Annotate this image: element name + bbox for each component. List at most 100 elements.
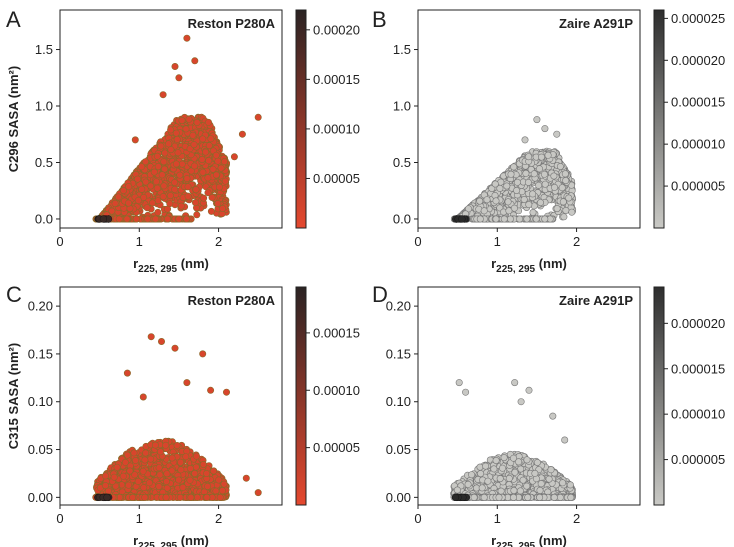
axes-frame [417,9,641,229]
data-point [113,463,121,471]
data-point [193,452,201,460]
data-point [199,460,207,468]
data-point [171,344,179,352]
x-tick-label: 2 [215,511,222,526]
data-point [523,215,531,223]
data-point [513,187,521,195]
data-point [138,163,146,171]
data-point [183,34,191,42]
data-point [156,471,164,479]
data-point [159,91,167,99]
data-point [529,190,537,198]
data-point [157,448,165,456]
data-point [110,473,118,481]
colorbar-tick-label: 0.000025 [671,11,725,26]
data-point [129,493,137,501]
data-point [212,171,220,179]
x-tick-label: 0 [56,511,63,526]
data-point [147,182,155,190]
data-point [561,170,569,178]
data-point [183,379,191,387]
data-point [492,197,500,205]
data-point [520,196,528,204]
data-point [130,449,138,457]
scatter-points [450,379,576,502]
data-point [198,156,206,164]
data-point [162,493,170,501]
colorbar-tick-label: 0.000005 [671,179,725,194]
data-point [535,165,543,173]
data-point [131,136,139,144]
data-point [134,196,142,204]
data-point [158,171,166,179]
y-tick-label: 0.0 [35,211,53,226]
data-point [183,175,191,183]
data-point [216,493,224,501]
data-point [111,199,119,207]
x-axis-label: r225, 295 (nm) [133,533,209,547]
data-point [544,151,552,159]
data-point [553,205,561,213]
data-point [215,183,223,191]
data-point [200,194,208,202]
x-axis-label: r225, 295 (nm) [491,256,567,275]
data-point [177,466,185,474]
data-point [161,149,169,157]
data-point [214,157,222,165]
data-point [215,476,223,484]
colorbar-tick-label: 0.000010 [671,137,725,152]
y-tick-label: 0.0 [393,211,411,226]
data-point [219,205,227,213]
data-point [238,130,246,138]
x-tick-label: 0 [56,234,63,249]
data-point [147,455,155,463]
data-point [510,163,518,171]
data-point [559,198,567,206]
data-point [204,174,212,182]
data-point [193,119,201,127]
data-point [184,192,192,200]
data-point [142,449,150,457]
data-point [155,482,163,490]
data-point [521,136,529,144]
data-point [172,160,180,168]
data-point [175,74,183,82]
data-point [536,199,544,207]
data-point [151,441,159,449]
x-tick-label: 0 [414,234,421,249]
colorbar-tick-label: 0.00015 [313,72,360,87]
data-point [496,184,504,192]
data-point [186,464,194,472]
data-point [207,207,215,215]
data-point [208,194,216,202]
data-point [131,471,139,479]
data-point [492,215,500,223]
data-point [154,208,162,216]
data-point [214,200,222,208]
data-point [242,474,250,482]
colorbar-tick-label: 0.00005 [313,440,360,455]
data-point [504,198,512,206]
data-point [175,215,183,223]
data-point [102,482,110,490]
colorbar-tick-label: 0.00010 [313,121,360,136]
data-point [145,479,153,487]
data-point [126,467,134,475]
data-point [102,472,110,480]
colorbar-tick-label: 0.00015 [313,325,360,340]
data-point [139,393,147,401]
data-point [108,207,116,215]
data-point [203,493,211,501]
scatter-points [92,333,262,502]
data-point [112,482,120,490]
data-point [153,152,161,160]
data-point [163,478,171,486]
data-point [141,158,149,166]
data-point [219,487,227,495]
data-point [537,153,545,161]
x-tick-label: 1 [494,234,501,249]
data-point [182,453,190,461]
data-point [212,151,220,159]
